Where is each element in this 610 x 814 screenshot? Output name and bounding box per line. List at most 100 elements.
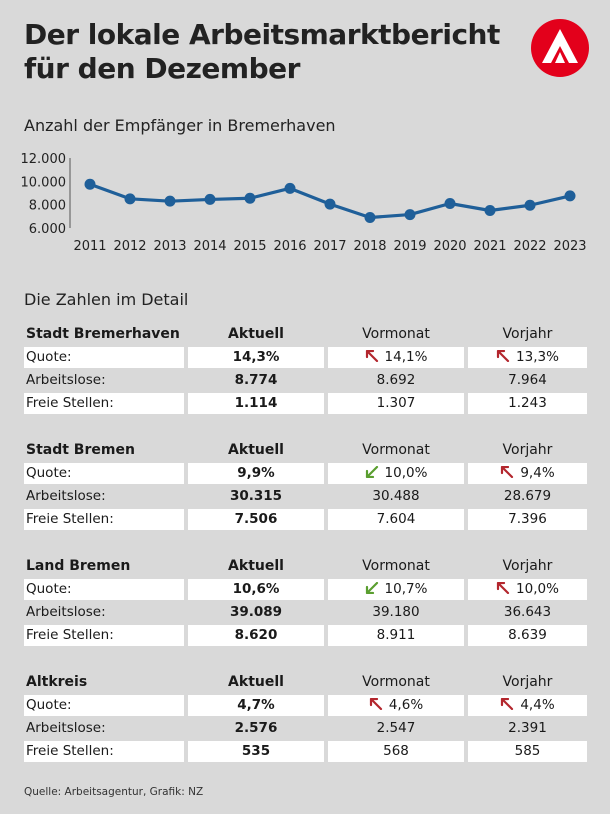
column-aktuell: Aktuell — [228, 558, 284, 574]
row-label: Arbeitslose: — [26, 604, 106, 620]
value-vorjahr-cell: 7.396 — [468, 509, 587, 530]
trend-up-arrow-icon — [496, 350, 510, 362]
data-point — [364, 212, 376, 223]
row-label: Freie Stellen: — [24, 625, 184, 646]
trend-up-arrow-icon — [496, 582, 510, 594]
value-vorjahr: 7.396 — [508, 511, 547, 527]
data-point — [284, 182, 296, 194]
value-vorjahr: 585 — [514, 743, 541, 759]
table-row: Arbeitslose: 8.774 8.692 7.964 — [24, 370, 587, 393]
data-point — [204, 193, 216, 205]
value-vorjahr-cell: 2.391 — [468, 718, 587, 739]
column-vormonat: Vormonat — [362, 674, 430, 690]
table-row: Freie Stellen: 7.506 7.604 7.396 — [24, 509, 587, 532]
trend-down-arrow-icon — [365, 582, 378, 594]
value-vorjahr: 1.243 — [508, 395, 547, 411]
data-point — [484, 205, 496, 216]
row-label: Freie Stellen: — [24, 741, 184, 762]
section-name: Altkreis Wesermünde — [26, 674, 129, 711]
x-tick-label: 2020 — [433, 239, 466, 254]
value-vormonat: 8.911 — [376, 627, 416, 643]
table-row: Quote: 10,6% 10,7% 10,0% — [24, 579, 587, 602]
x-tick-label: 2019 — [393, 239, 426, 254]
value-vormonat: 10,7% — [384, 581, 428, 597]
data-point — [164, 195, 176, 207]
value-aktuell: 8.620 — [188, 625, 324, 646]
table-row: Quote: 9,9% 10,0% 9,4% — [24, 463, 587, 486]
value-aktuell: 9,9% — [188, 463, 324, 484]
value-vorjahr-cell: 8.639 — [468, 625, 587, 646]
y-tick-label: 8.000 — [29, 199, 66, 214]
value-vorjahr: 7.964 — [508, 372, 547, 388]
data-point — [124, 193, 136, 205]
value-vormonat: 1.307 — [376, 395, 416, 411]
trend-down-arrow-icon — [365, 466, 378, 478]
value-vorjahr: 10,0% — [516, 581, 559, 597]
section-1: Stadt Bremen Aktuell Vormonat Vorjahr Quote:… — [24, 440, 587, 532]
x-tick-label: 2021 — [473, 239, 506, 254]
value-vorjahr-cell: 10,0% — [468, 579, 587, 600]
table-row: Quote: 14,3% 14,1% 13,3% — [24, 347, 587, 370]
value-aktuell: 7.506 — [188, 509, 324, 530]
value-aktuell: 8.774 — [234, 372, 278, 388]
section-3: Altkreis Wesermünde Aktuell Vormonat Vorjah… — [24, 672, 587, 764]
source-note: Quelle: Arbeitsagentur, Grafik: NZ — [24, 786, 204, 798]
trend-up-arrow-icon — [501, 466, 514, 478]
value-vorjahr: 4,4% — [520, 697, 555, 713]
column-vorjahr: Vorjahr — [502, 558, 553, 574]
value-aktuell: 535 — [188, 741, 324, 762]
value-vorjahr: 8.639 — [508, 627, 547, 643]
y-tick-label: 6.000 — [29, 222, 66, 237]
column-vorjahr: Vorjahr — [502, 326, 553, 342]
y-tick-label: 12.000 — [21, 152, 67, 167]
title-line-2: für den Dezember — [24, 52, 300, 85]
column-vorjahr: Vorjahr — [502, 674, 553, 690]
value-vormonat-cell: 1.307 — [328, 393, 464, 414]
data-point — [564, 190, 576, 202]
chart-title: Anzahl der Empfänger in Bremerhaven — [24, 116, 336, 135]
title-line-1: Der lokale Arbeitsmarktbericht — [24, 18, 500, 51]
line-chart: 6.000 8.000 10.000 12.000 2011 2012 2013 2014 20… — [21, 152, 587, 254]
column-vorjahr: Vorjahr — [502, 442, 553, 458]
section-header: Stadt Bremerhaven Aktuell Vormonat Vorjahr — [24, 324, 587, 347]
value-aktuell: 1.114 — [188, 393, 324, 414]
arbeitsagentur-logo-icon — [531, 19, 589, 77]
section-0: Stadt Bremerhaven Aktuell Vormonat Vorjahr Q… — [24, 324, 587, 416]
x-tick-label: 2022 — [513, 239, 546, 254]
value-vormonat: 30.488 — [372, 488, 420, 504]
row-label: Arbeitslose: — [26, 488, 106, 504]
column-aktuell: Aktuell — [228, 674, 284, 690]
value-vormonat: 568 — [383, 743, 409, 759]
column-vormonat: Vormonat — [362, 326, 430, 342]
value-vormonat-cell: 4,6% — [328, 695, 464, 716]
value-vorjahr-cell: 585 — [468, 741, 587, 762]
value-vormonat: 14,1% — [384, 349, 428, 365]
section-name: Land Bremen — [26, 558, 131, 574]
x-tick-label: 2014 — [193, 239, 226, 254]
x-tick-label: 2016 — [273, 239, 306, 254]
section-name: Stadt Bremen — [26, 442, 135, 458]
value-vormonat-cell: 10,7% — [328, 579, 464, 600]
column-vormonat: Vormonat — [362, 558, 430, 574]
x-tick-label: 2023 — [553, 239, 586, 254]
data-point — [404, 209, 416, 221]
value-vormonat-cell: 30.488 — [328, 486, 464, 507]
value-aktuell: 14,3% — [188, 347, 324, 368]
value-vormonat-cell: 14,1% — [328, 347, 464, 368]
value-vorjahr: 13,3% — [516, 349, 559, 365]
trend-up-arrow-icon — [369, 698, 382, 710]
value-vorjahr-cell: 28.679 — [468, 486, 587, 507]
x-tick-label: 2015 — [233, 239, 266, 254]
section-header: Land Bremen Aktuell Vormonat Vorjahr — [24, 556, 587, 579]
value-vormonat-cell: 7.604 — [328, 509, 464, 530]
data-point — [524, 199, 536, 211]
data-point — [244, 192, 256, 204]
table-row: Freie Stellen: 1.114 1.307 1.243 — [24, 393, 587, 416]
table-row: Quote: 4,7% 4,6% 4,4% — [24, 695, 587, 718]
table-row: Arbeitslose: 2.576 2.547 2.391 — [24, 718, 587, 741]
value-vorjahr: 9,4% — [520, 465, 555, 481]
value-aktuell: 4,7% — [188, 695, 324, 716]
value-vormonat: 8.692 — [376, 372, 416, 388]
table-row: Freie Stellen: 535 568 585 — [24, 741, 587, 764]
value-vormonat-cell: 568 — [328, 741, 464, 762]
